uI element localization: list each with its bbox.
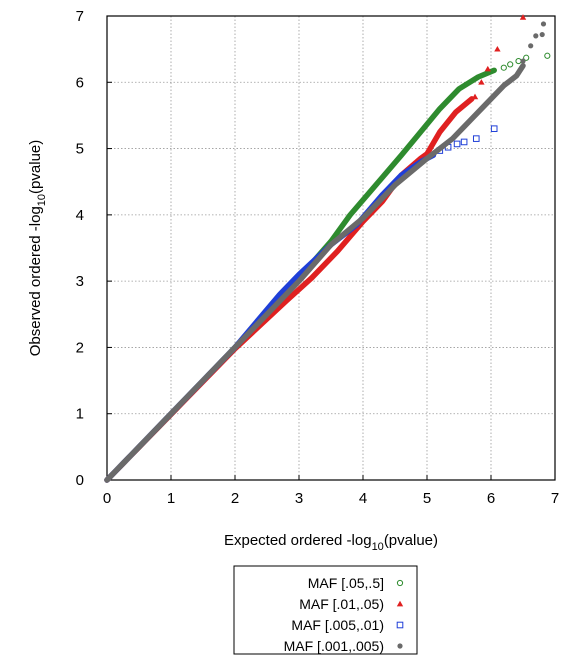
x-axis-title-suffix: (pvalue): [384, 532, 438, 549]
x-tick-label: 1: [167, 490, 175, 507]
y-tick-label: 7: [76, 8, 84, 25]
series-band: [104, 62, 526, 483]
legend-label: MAF [.005,.01): [291, 617, 384, 633]
data-point: [500, 64, 507, 71]
x-tick-label: 2: [231, 490, 239, 507]
y-tick-label: 6: [76, 74, 84, 91]
series-2: [104, 125, 498, 483]
legend-label: MAF [.05,.5]: [308, 575, 384, 591]
data-point: [540, 21, 547, 27]
data-point: [515, 57, 522, 65]
x-tick-label: 5: [423, 490, 431, 507]
data-point: [478, 79, 485, 85]
y-tick-label: 4: [76, 207, 84, 224]
x-tick-label: 4: [359, 490, 367, 507]
series-0: [104, 52, 551, 483]
data-point: [472, 135, 480, 142]
y-axis-title-sub: 10: [36, 194, 48, 206]
data-point: [471, 93, 479, 100]
y-tick-label: 1: [76, 406, 84, 423]
legend-marker: [396, 579, 404, 587]
legend-marker: [397, 643, 403, 649]
y-tick-label: 3: [76, 273, 84, 290]
y-tick-label: 0: [76, 472, 84, 489]
legend-marker: [396, 621, 404, 629]
x-axis-title-prefix: Expected ordered -log: [224, 532, 372, 549]
legend-marker: [396, 600, 404, 607]
series-3: [104, 21, 547, 483]
data-point: [484, 65, 491, 72]
x-tick-label: 7: [551, 490, 559, 507]
legend-label: MAF [.01,.05): [299, 596, 384, 612]
y-axis-title-suffix: (pvalue): [27, 140, 44, 194]
x-tick-label: 0: [103, 490, 111, 507]
data-point: [507, 61, 514, 68]
data-point: [460, 138, 468, 146]
x-axis-title: Expected ordered -log10(pvalue): [224, 532, 438, 553]
data-point: [494, 45, 501, 52]
plot-frame: [106, 15, 556, 481]
x-tick-label: 3: [295, 490, 303, 507]
y-tick-label: 5: [76, 141, 84, 158]
x-axis-title-sub: 10: [372, 541, 384, 553]
data-point: [490, 125, 498, 132]
gridlines: [107, 16, 555, 480]
axis-ticks: 0 1 2 3 4 5 6 7 0 1 2 3 4 5 6 7: [76, 8, 560, 507]
data-point: [520, 58, 526, 64]
data-series: [104, 14, 551, 483]
data-point: [544, 52, 551, 59]
y-axis-title: Observed ordered -log10(pvalue): [27, 140, 48, 357]
data-point: [528, 43, 534, 49]
legend-label: MAF [.001,.005): [284, 638, 384, 654]
data-point: [539, 31, 545, 38]
y-tick-label: 2: [76, 339, 84, 356]
y-axis-title-prefix: Observed ordered -log: [27, 206, 44, 356]
data-point: [523, 54, 530, 61]
x-tick-label: 6: [487, 490, 495, 507]
legend: MAF [.05,.5] MAF [.01,.05) MAF [.005,.01) M…: [233, 565, 418, 655]
legend-box: [233, 565, 418, 655]
data-point: [453, 140, 461, 148]
data-point: [519, 14, 527, 20]
data-point: [533, 33, 539, 39]
